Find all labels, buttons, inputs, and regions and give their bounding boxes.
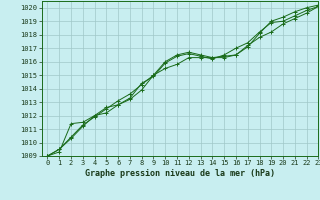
X-axis label: Graphe pression niveau de la mer (hPa): Graphe pression niveau de la mer (hPa) (85, 169, 275, 178)
